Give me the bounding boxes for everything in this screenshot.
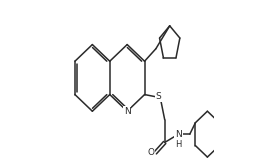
Text: H: H bbox=[175, 140, 182, 149]
Text: N: N bbox=[175, 130, 182, 139]
Text: S: S bbox=[155, 92, 161, 101]
Text: N: N bbox=[124, 107, 131, 116]
Text: O: O bbox=[147, 148, 154, 157]
